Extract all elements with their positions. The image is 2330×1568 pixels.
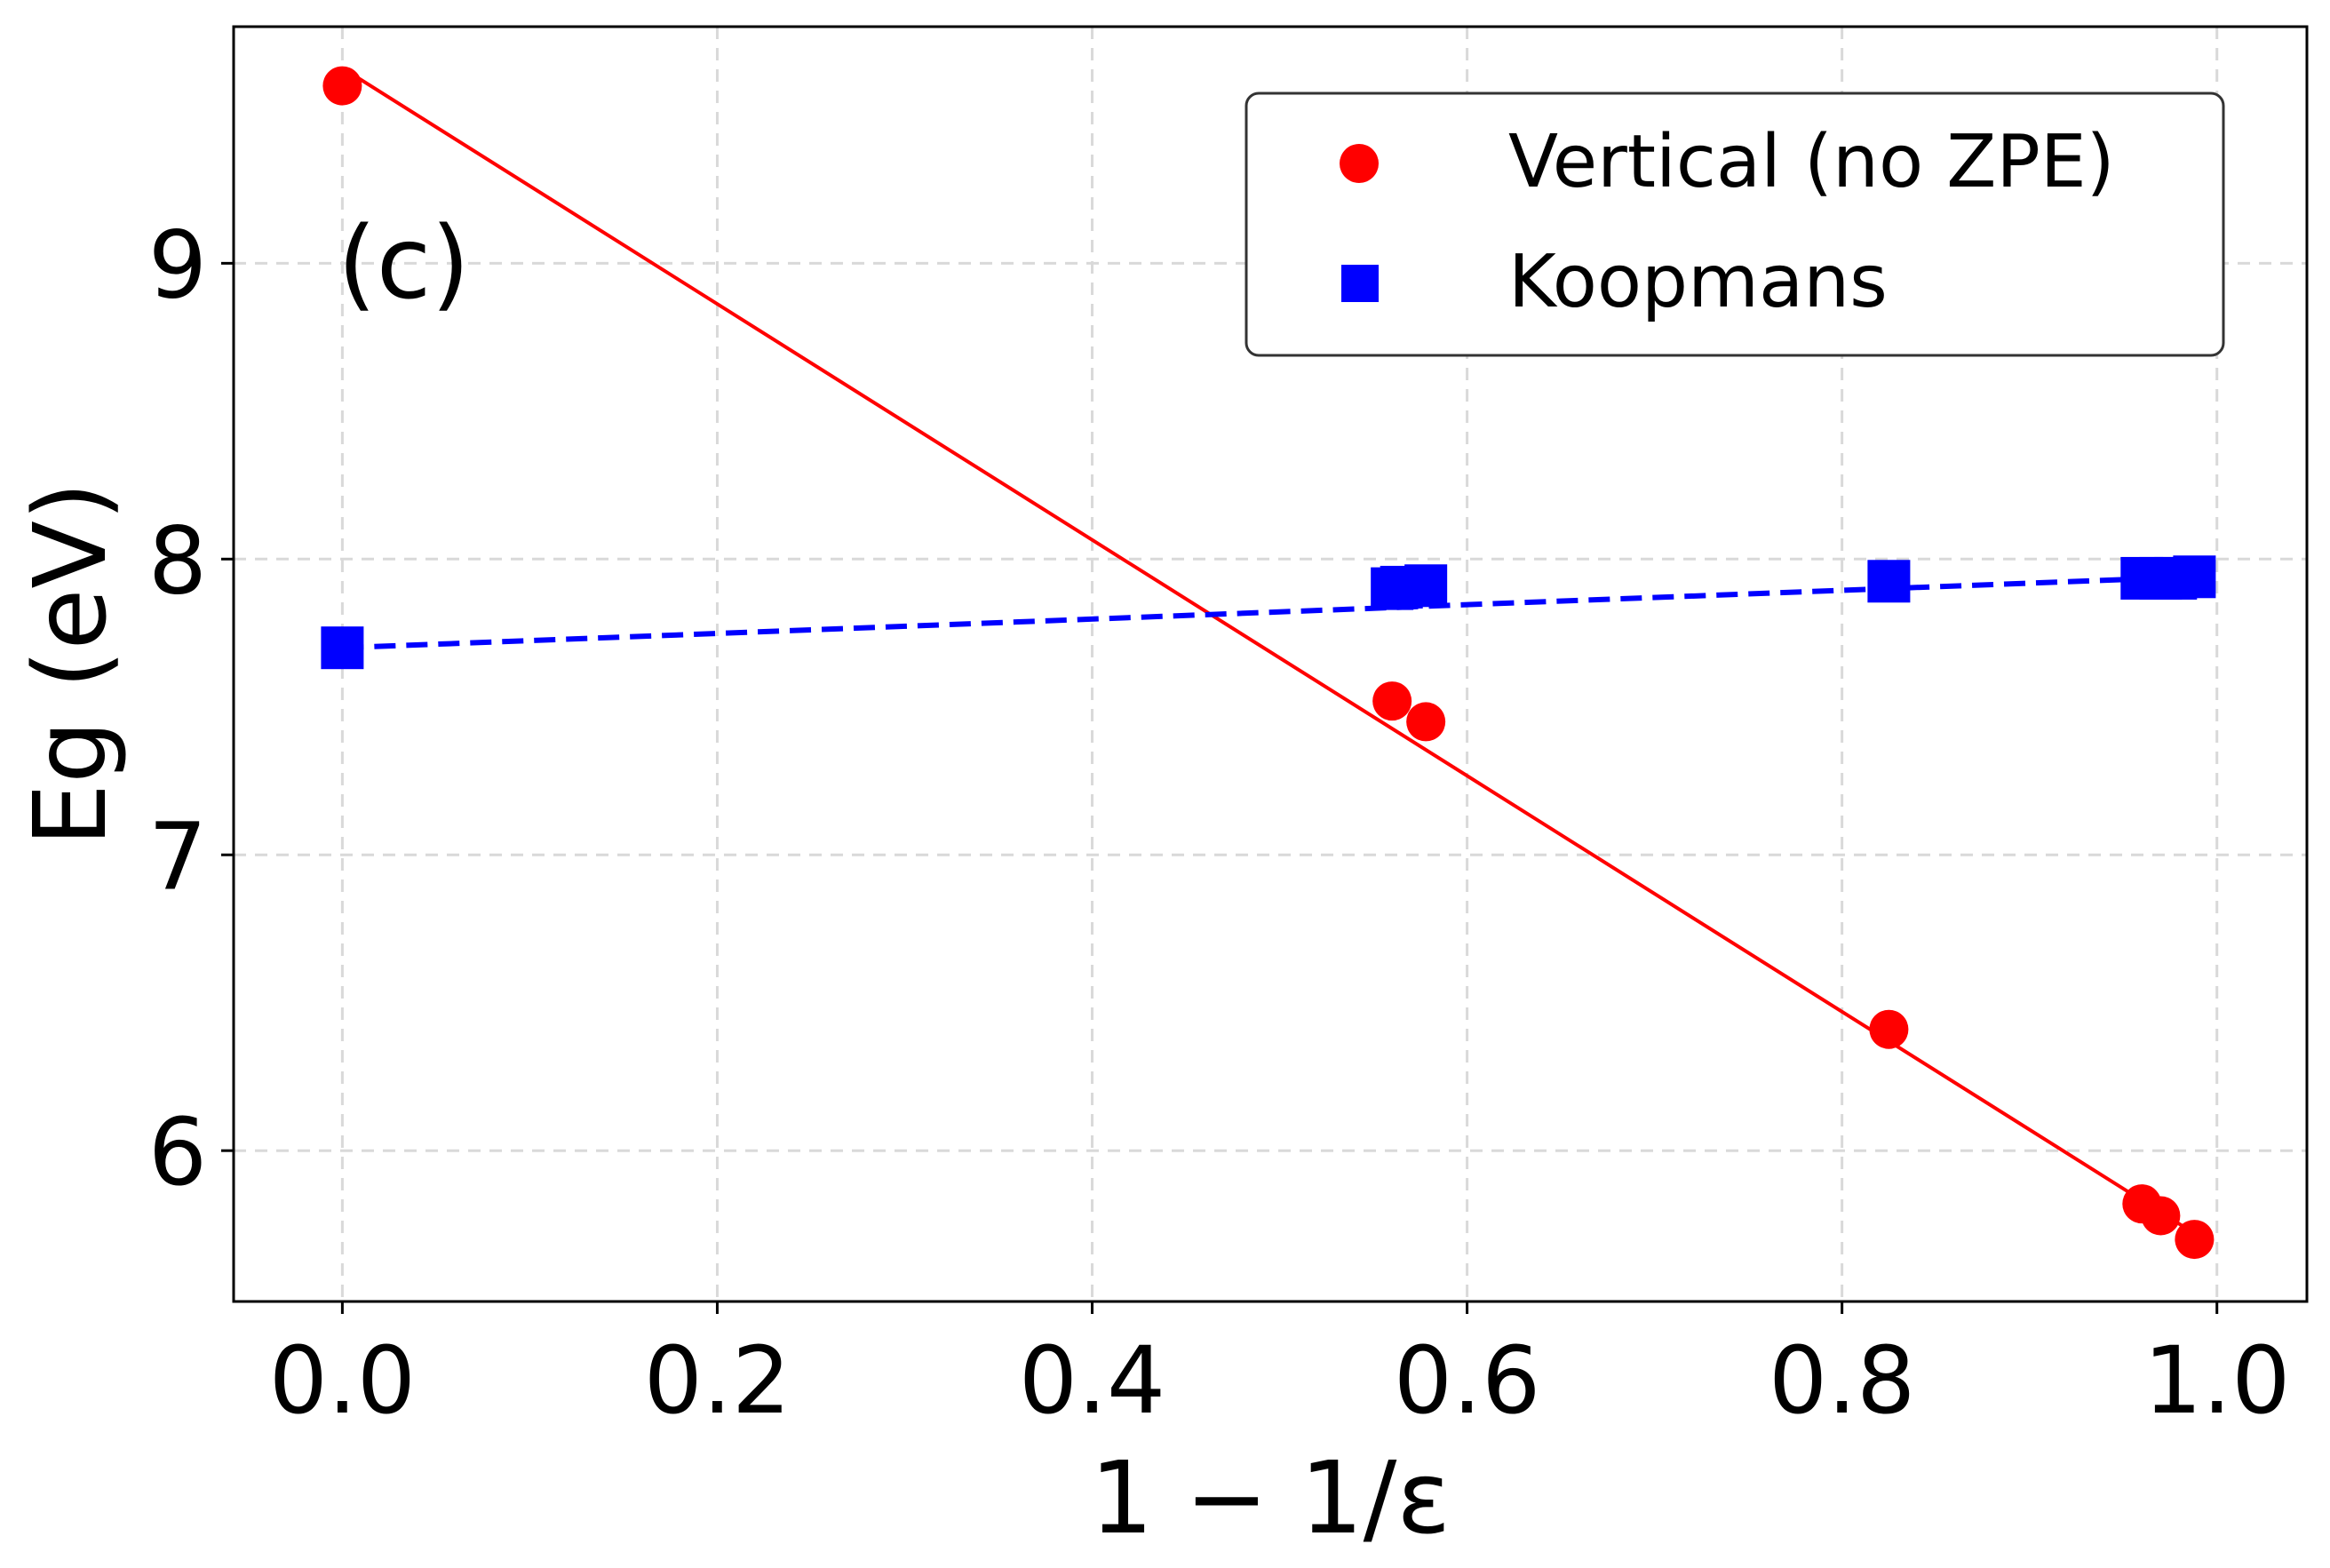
x-tick-label: 0.2 bbox=[644, 1326, 791, 1435]
koopmans-point bbox=[1867, 560, 1911, 603]
y-tick-label: 6 bbox=[148, 1098, 207, 1206]
plot-frame bbox=[232, 25, 2309, 1303]
y-tick-label: 7 bbox=[148, 802, 207, 911]
y-tick-label: 9 bbox=[148, 211, 207, 319]
x-tick-label: 0.0 bbox=[269, 1326, 416, 1435]
x-axis-label: 1 − 1/ε bbox=[1090, 1441, 1451, 1556]
x-tick-label: 0.8 bbox=[1769, 1326, 1915, 1435]
vertical-point bbox=[322, 66, 362, 106]
legend: Vertical (no ZPE) Koopmans bbox=[1245, 92, 2225, 357]
koopmans-point bbox=[2173, 555, 2216, 599]
panel-label: (c) bbox=[338, 206, 470, 322]
koopmans-point bbox=[1404, 564, 1448, 608]
vertical-point bbox=[1372, 681, 1412, 721]
legend-label-koopmans: Koopmans bbox=[1508, 240, 1888, 324]
vertical-point bbox=[2175, 1220, 2215, 1260]
legend-box bbox=[1245, 92, 2225, 357]
vertical-point bbox=[2141, 1196, 2181, 1236]
koopmans-fit-line bbox=[342, 574, 2195, 651]
koopmans-point bbox=[321, 626, 364, 670]
y-axis-label: Eg (eV) bbox=[13, 482, 129, 846]
legend-label-vertical: Vertical (no ZPE) bbox=[1508, 120, 2115, 204]
x-tick-label: 1.0 bbox=[2143, 1326, 2290, 1435]
y-tick-label: 8 bbox=[148, 506, 207, 615]
legend-marker-koopmans bbox=[1341, 265, 1379, 302]
x-tick-label: 0.6 bbox=[1394, 1326, 1540, 1435]
x-tick-label: 0.4 bbox=[1019, 1326, 1165, 1435]
data-points bbox=[321, 66, 2216, 1260]
axis-ticks: 0.0 0.2 0.4 0.6 0.8 1.0 6 7 8 9 bbox=[148, 211, 2291, 1435]
legend-marker-vertical bbox=[1340, 144, 1379, 183]
vertical-point bbox=[1406, 702, 1446, 742]
vertical-point bbox=[1869, 1009, 1909, 1049]
